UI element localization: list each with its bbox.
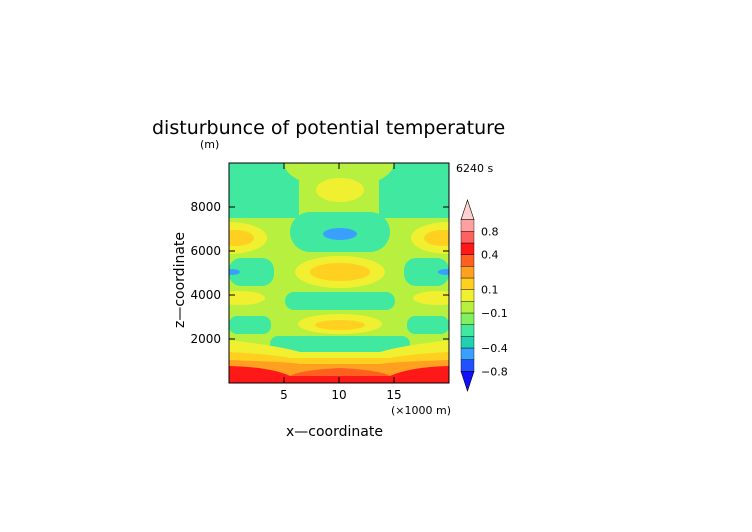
colorbar-swatch (460, 254, 475, 267)
colorbar-swatch (460, 371, 475, 392)
contour-region (407, 316, 449, 334)
y-tick-label: 6000 (190, 244, 221, 258)
colorbar-swatch (460, 242, 475, 255)
y-tick-label: 8000 (190, 200, 221, 214)
colorbar-swatch (460, 199, 475, 220)
colorbar-label: −0.1 (481, 307, 508, 320)
colorbar-swatch (460, 277, 475, 290)
colorbar-swatch (460, 301, 475, 314)
colorbar-swatch (460, 336, 475, 349)
contour-region (290, 368, 390, 376)
contour-region (379, 163, 449, 218)
colorbar-swatch (460, 347, 475, 360)
y-tick-label: 2000 (190, 332, 221, 346)
x-axis-unit: (×1000 m) (391, 404, 451, 417)
colorbar-swatch (460, 231, 475, 244)
x-tick-label: 5 (280, 388, 288, 402)
contour-region (315, 320, 365, 330)
colorbar-swatch (460, 312, 475, 325)
x-tick-label: 10 (331, 388, 346, 402)
y-axis-label: z—coordinate (172, 232, 188, 328)
contour-region (229, 269, 240, 275)
contour-field (229, 163, 449, 383)
colorbar-swatch (460, 324, 475, 337)
chart-title: disturbunce of potential temperature (152, 117, 505, 139)
contour-region (229, 258, 274, 286)
x-axis-label: x—coordinate (286, 424, 383, 440)
x-axis: 5 10 15 (280, 163, 402, 402)
colorbar-label: 0.4 (481, 249, 499, 262)
contour-region (285, 292, 395, 310)
colorbar-swatch (460, 289, 475, 302)
x-tick-label: 15 (386, 388, 401, 402)
colorbar-label: 0.1 (481, 284, 499, 297)
y-axis: 2000 4000 6000 8000 (190, 200, 449, 346)
colorbar-label: −0.4 (481, 342, 508, 355)
colorbar: 0.8 0.4 0.1 −0.1 −0.4 −0.8 (460, 199, 508, 392)
contour-region (229, 291, 265, 305)
contour-region (404, 258, 449, 286)
contour-region (438, 269, 449, 275)
contour-region (229, 316, 271, 334)
colorbar-swatch (460, 266, 475, 279)
contour-region (323, 228, 357, 240)
contour-region (229, 163, 299, 218)
colorbar-label: −0.8 (481, 365, 508, 378)
colorbar-swatch (460, 359, 475, 372)
contour-region (310, 263, 370, 281)
contour-region (270, 336, 410, 352)
colorbar-swatch (460, 219, 475, 232)
plot-area (228, 162, 450, 384)
y-unit-label: (m) (200, 138, 219, 151)
colorbar-label: 0.8 (481, 225, 499, 238)
contour-region (316, 178, 364, 202)
contour-region (424, 230, 449, 246)
y-tick-label: 4000 (190, 288, 221, 302)
contour-region (229, 230, 254, 246)
time-label: 6240 s (456, 162, 493, 175)
contour-region (413, 291, 449, 305)
contour-region (284, 163, 394, 188)
